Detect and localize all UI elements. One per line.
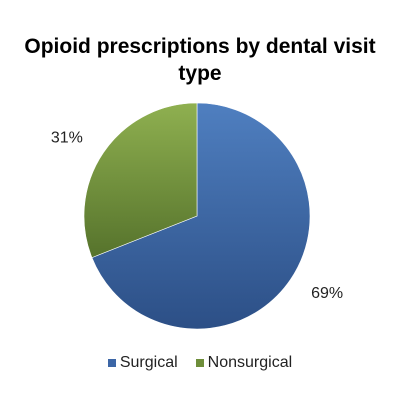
data-label-surgical: 69%: [311, 285, 343, 302]
legend-label-surgical: Surgical: [119, 354, 178, 371]
legend-label-nonsurgical: Nonsurgical: [207, 354, 293, 371]
pie-slice-nonsurgical: [83, 102, 198, 258]
legend-item-nonsurgical: Nonsurgical: [195, 354, 293, 372]
data-label-nonsurgical: 31%: [51, 130, 83, 147]
legend-swatch-nonsurgical: [195, 359, 204, 367]
chart-title: Opioid prescriptions by dental visit typ…: [24, 35, 376, 85]
legend: Surgical Nonsurgical: [0, 354, 400, 372]
pie-slice-surgical: [91, 102, 311, 330]
legend-item-surgical: Surgical: [107, 354, 178, 372]
legend-swatch-surgical: [107, 359, 116, 367]
